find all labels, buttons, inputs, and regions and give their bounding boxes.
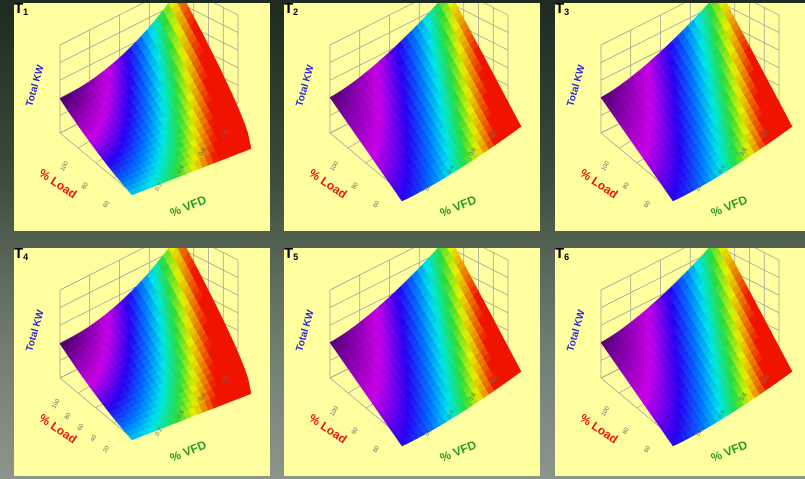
vfd-tick-label: 0.8: [221, 374, 231, 385]
surface-mesh: [59, 3, 252, 196]
load-tick-label: 100: [51, 398, 62, 410]
panel-title-letter: T: [284, 3, 294, 17]
load-tick-label: 80: [351, 426, 360, 435]
surface-plot: Total KW % Load % VFD 100 80 60 0.2 0.4 0.6 0.8: [24, 3, 252, 220]
vfd-tick-label: 0.8: [221, 129, 231, 140]
load-tick-label: 100: [330, 405, 341, 417]
surface-mesh: [600, 3, 793, 202]
load-tick-label: 80: [622, 181, 631, 190]
vfd-tick-label: 0.2: [696, 427, 706, 438]
load-tick-label: 100: [330, 160, 341, 172]
surface-mesh: [329, 248, 522, 447]
load-tick-label: 60: [77, 423, 86, 432]
panel-title: T1: [14, 3, 28, 20]
load-axis-label: % Load: [306, 411, 349, 446]
vfd-tick-label: 0.4: [447, 164, 457, 175]
panel-title-letter: T: [284, 248, 294, 262]
vfd-tick-label: 0.4: [718, 164, 728, 175]
vfd-axis-label: % VFD: [438, 192, 479, 219]
chart-panel-t6: Total KW % Load % VFD 100 80 60 0.2 0.4 0.6 0.8 T6: [555, 248, 805, 476]
vfd-tick-label: 0.6: [199, 146, 209, 157]
load-tick-label: 80: [81, 181, 90, 190]
panel-title: T5: [284, 248, 298, 265]
surface-plot: Total KW % Load % VFD 100 80 60 0.2 0.4 0.6 0.8: [294, 248, 522, 465]
chart-panel-t5: Total KW % Load % VFD 100 80 60 0.2 0.4 0.6 0.8 T5: [284, 248, 540, 476]
load-tick-label: 60: [644, 445, 653, 454]
chart-panel-t1: Total KW % Load % VFD 100 80 60 0.2 0.4 0.6 0.8 T1: [14, 3, 270, 231]
load-tick-label: 60: [373, 445, 382, 454]
panel-title-subscript: 5: [293, 252, 299, 262]
load-axis-label: % Load: [577, 411, 620, 446]
load-tick-label: 60: [644, 200, 653, 209]
vfd-tick-label: 0.6: [469, 391, 479, 402]
vfd-axis-label: % VFD: [438, 437, 479, 464]
panel-title-letter: T: [555, 3, 565, 17]
load-tick-label: 100: [601, 160, 612, 172]
vfd-tick-label: 0.2: [696, 182, 706, 193]
vfd-tick-label: 0.2: [155, 427, 165, 438]
z-axis-label: Total KW: [565, 308, 587, 353]
load-tick-label: 60: [373, 200, 382, 209]
vfd-tick-label: 0.4: [718, 409, 728, 420]
load-tick-label: 20: [103, 445, 112, 454]
load-tick-label: 80: [64, 412, 73, 421]
load-axis-label: % Load: [36, 166, 79, 201]
load-tick-label: 100: [60, 160, 71, 172]
load-tick-label: 60: [103, 200, 112, 209]
vfd-tick-label: 0.4: [177, 164, 187, 175]
surface-mesh: [600, 248, 793, 447]
load-axis-label: % Load: [306, 166, 349, 201]
panel-title: T3: [555, 3, 569, 20]
z-axis-label: Total KW: [24, 308, 46, 353]
vfd-tick-label: 0.6: [199, 391, 209, 402]
surface-mesh: [59, 248, 252, 441]
load-tick-label: 100: [601, 405, 612, 417]
z-axis-label: Total KW: [294, 308, 316, 353]
panel-title-subscript: 4: [23, 252, 29, 262]
panel-title: T6: [555, 248, 569, 265]
panel-title-subscript: 1: [23, 7, 29, 17]
surface-plot: Total KW % Load % VFD 100 80 60 0.2 0.4 0.6 0.8: [294, 3, 522, 220]
panel-title-letter: T: [14, 248, 24, 262]
z-axis-label: Total KW: [24, 63, 46, 108]
load-tick-label: 40: [90, 434, 99, 443]
vfd-axis-label: % VFD: [168, 192, 209, 219]
chart-panel-t2: Total KW % Load % VFD 100 80 60 0.2 0.4 0.6 0.8 T2: [284, 3, 540, 231]
vfd-tick-label: 0.2: [155, 182, 165, 193]
load-axis-label: % Load: [577, 166, 620, 201]
z-axis-label: Total KW: [565, 63, 587, 108]
load-tick-label: 80: [351, 181, 360, 190]
surface-mesh: [329, 3, 522, 202]
vfd-axis-label: % VFD: [709, 192, 750, 219]
vfd-tick-label: 0.4: [447, 409, 457, 420]
vfd-tick-label: 0.8: [491, 129, 501, 140]
panel-title: T4: [14, 248, 28, 265]
vfd-axis-label: % VFD: [709, 437, 750, 464]
panel-title-subscript: 6: [564, 252, 570, 262]
vfd-tick-label: 0.6: [740, 391, 750, 402]
load-axis-label: % Load: [36, 411, 79, 446]
vfd-tick-label: 0.6: [469, 146, 479, 157]
vfd-tick-label: 0.2: [425, 182, 435, 193]
surface-plot: Total KW % Load % VFD 100 80 60 0.2 0.4 0.6 0.8: [565, 3, 793, 220]
vfd-tick-label: 0.6: [740, 146, 750, 157]
panel-title-letter: T: [555, 248, 565, 262]
vfd-tick-label: 0.8: [491, 374, 501, 385]
panel-title-letter: T: [14, 3, 24, 17]
surface-plot: Total KW % Load % VFD 100 80 60 0.2 0.4 0.6 0.8: [565, 248, 793, 465]
z-axis-label: Total KW: [294, 63, 316, 108]
vfd-tick-label: 0.4: [177, 409, 187, 420]
vfd-tick-label: 0.2: [425, 427, 435, 438]
chart-panel-t3: Total KW % Load % VFD 100 80 60 0.2 0.4 0.6 0.8 T3: [555, 3, 805, 231]
panel-title-subscript: 3: [564, 7, 570, 17]
vfd-tick-label: 0.8: [762, 374, 772, 385]
vfd-axis-label: % VFD: [168, 437, 209, 464]
vfd-tick-label: 0.8: [762, 129, 772, 140]
panel-title-subscript: 2: [293, 7, 299, 17]
load-tick-label: 80: [622, 426, 631, 435]
chart-panel-t4: Total KW % Load % VFD 100 80 60 40 20 0.2 0.4 0.6 0…: [14, 248, 270, 476]
panel-title: T2: [284, 3, 298, 20]
